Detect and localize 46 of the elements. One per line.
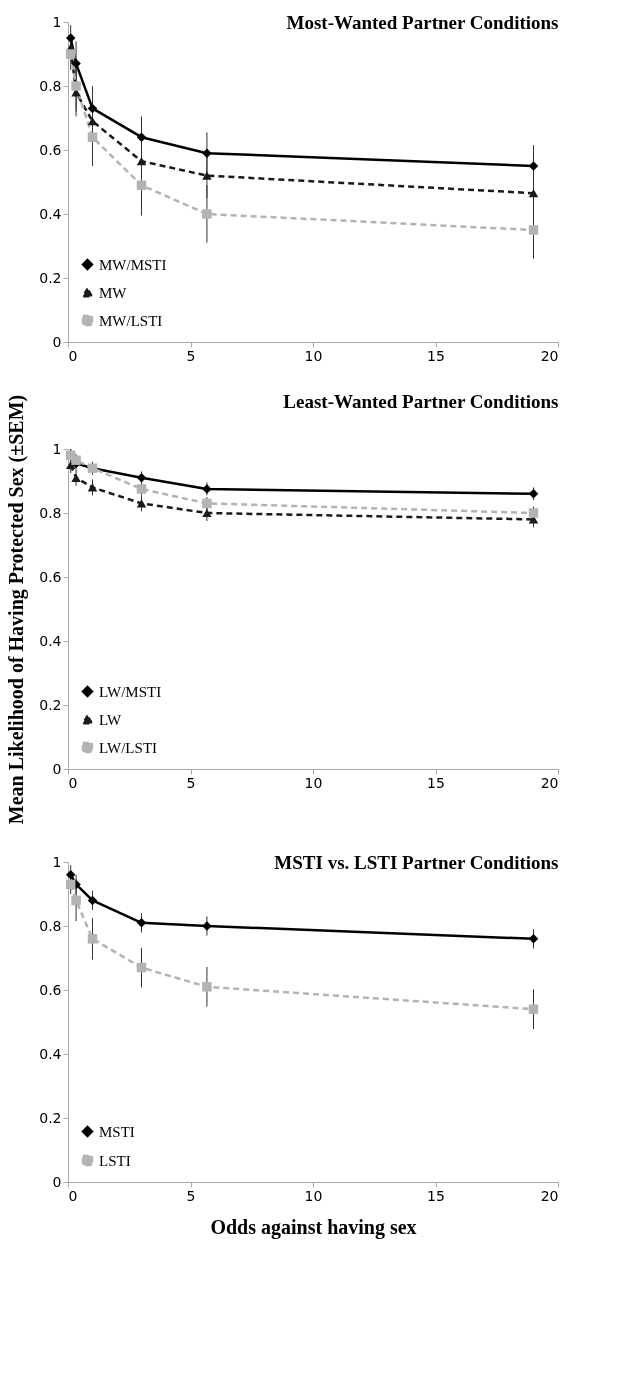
y-tick-label: 0.8 (39, 504, 62, 521)
x-tick-label: 15 (427, 774, 445, 791)
x-tick-label: 10 (304, 347, 323, 364)
x-tick-label: 20 (540, 347, 559, 364)
x-tick-label: 0 (68, 1187, 78, 1204)
y-tick-label: 0.2 (39, 1109, 62, 1126)
y-tick-label: 0.6 (39, 568, 62, 585)
x-tick-label: 10 (304, 774, 323, 791)
x-axis-title: Odds against having sex (210, 1215, 417, 1239)
y-tick-label: 1 (52, 13, 62, 30)
y-tick-label: 0.4 (39, 1045, 62, 1062)
legend-label: LW/LSTI (99, 739, 158, 756)
x-tick-label: 0 (68, 347, 78, 364)
legend-label: MW/LSTI (99, 312, 163, 329)
x-tick-label: 10 (304, 1187, 323, 1204)
y-tick-label: 1 (52, 440, 62, 457)
legend-label: LSTI (99, 1152, 131, 1169)
y-tick-label: 0.8 (39, 917, 62, 934)
x-tick-label: 15 (427, 347, 445, 364)
chart-title: Most-Wanted Partner Conditions (286, 12, 559, 33)
y-axis-title: Mean Likelihood of Having Protected Sex (±SEM) (5, 394, 29, 825)
legend-label: MSTI (99, 1123, 135, 1140)
y-tick-label: 0.8 (39, 77, 62, 94)
legend-label: LW (99, 711, 123, 728)
x-tick-label: 5 (186, 774, 196, 791)
legend-label: LW/MSTI (99, 683, 162, 700)
legend-label: MW (99, 284, 128, 301)
chart-title: Least-Wanted Partner Conditions (283, 391, 559, 413)
legend-label: MW/MSTI (99, 256, 167, 273)
y-tick-label: 0 (52, 1173, 62, 1190)
y-tick-label: 0 (52, 760, 62, 777)
y-tick-label: 1 (52, 853, 62, 870)
y-tick-label: 0.4 (39, 632, 62, 649)
y-tick-label: 0 (52, 333, 62, 350)
x-tick-label: 5 (186, 347, 196, 364)
y-tick-label: 0.2 (39, 696, 62, 713)
x-tick-label: 15 (427, 1187, 445, 1204)
y-tick-label: 0.6 (39, 141, 62, 158)
x-tick-label: 5 (186, 1187, 196, 1204)
x-tick-label: 20 (540, 774, 559, 791)
x-tick-label: 20 (540, 1187, 559, 1204)
y-tick-label: 0.6 (39, 981, 62, 998)
x-tick-label: 0 (68, 774, 78, 791)
y-tick-label: 0.2 (39, 269, 62, 286)
y-tick-label: 0.4 (39, 205, 62, 222)
chart-title: MSTI vs. LSTI Partner Conditions (274, 852, 559, 873)
